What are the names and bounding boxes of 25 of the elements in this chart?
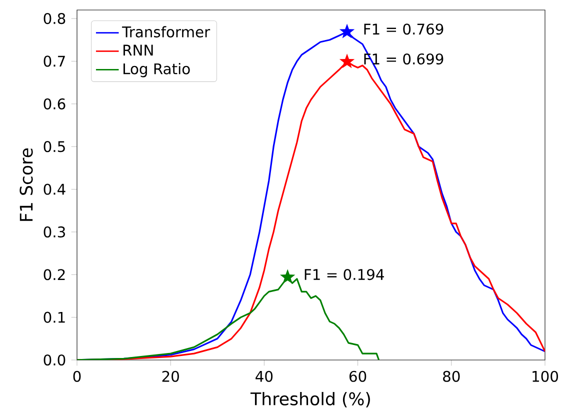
x-tick-label: 40 — [256, 370, 273, 382]
point — [339, 54, 355, 68]
y-tick-label: 0.7 — [44, 56, 65, 67]
y-tick-label: 0.4 — [44, 184, 66, 195]
point — [339, 24, 355, 38]
legend-label: Transformer — [122, 26, 210, 38]
y-tick-label: 0.6 — [44, 98, 66, 110]
x-tick-label: 0 — [73, 370, 81, 382]
y-tick-label: 0.3 — [44, 226, 65, 238]
x-tick-label: 100 — [532, 370, 558, 382]
y-tick-label: 0.0 — [44, 354, 66, 366]
x-tick-label: 20 — [162, 370, 179, 382]
x-tick-label: 80 — [443, 370, 460, 382]
legend-label: Log Ratio — [124, 62, 190, 78]
y-tick-label: 0.1 — [44, 312, 65, 323]
point — [280, 269, 296, 284]
data-label: F1 = 0.194 — [304, 268, 384, 280]
y-tick-label: 0.2 — [44, 269, 65, 280]
y-axis-title: F1 Score — [20, 148, 33, 221]
data-label: F1 = 0.769 — [364, 24, 444, 35]
x-tick-label: 60 — [349, 370, 366, 382]
y-tick-label: 0.5 — [44, 141, 65, 152]
x-axis-title: Threshold (%) — [250, 392, 370, 408]
legend-label: RNN — [124, 44, 153, 56]
y-tick-label: 0.8 — [44, 13, 66, 24]
